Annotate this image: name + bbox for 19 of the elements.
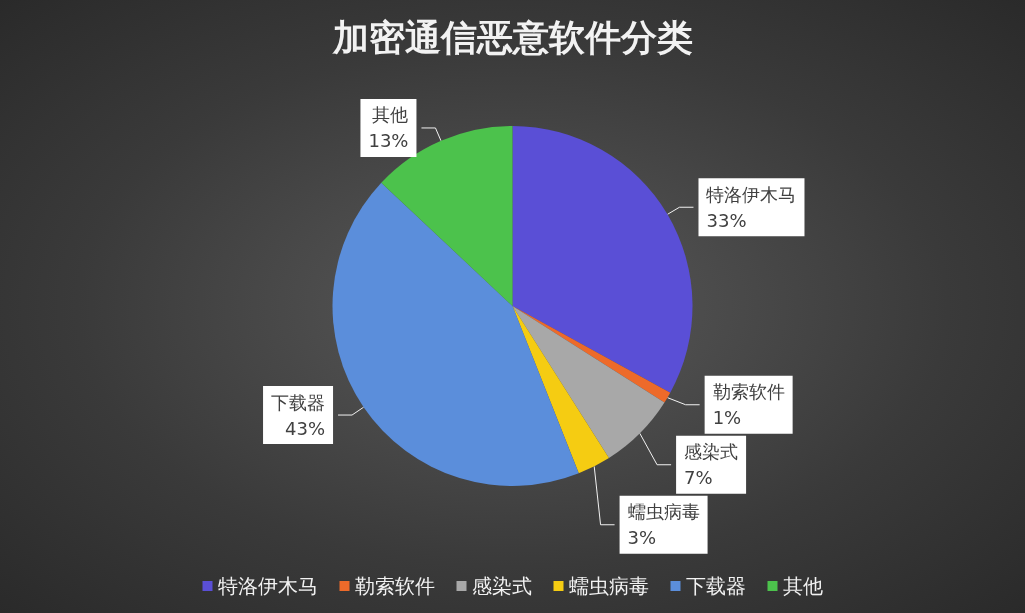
legend-label: 感染式	[471, 574, 532, 598]
slice-label: 蠕虫病毒	[627, 501, 700, 523]
slice-label: 感染式	[684, 441, 739, 463]
data-label: 43%	[285, 417, 326, 439]
legend-label: 特洛伊木马	[217, 574, 318, 598]
legend-label: 其他	[782, 574, 823, 598]
data-label: 3%	[627, 527, 657, 549]
slice-label: 特洛伊木马	[706, 183, 797, 205]
data-label: 33%	[706, 209, 747, 231]
legend-label: 勒索软件	[354, 574, 435, 598]
slice-label: 其他	[372, 104, 409, 126]
slice-label: 勒索软件	[712, 381, 785, 403]
slice-label: 下载器	[271, 391, 326, 413]
data-label: 7%	[684, 467, 713, 489]
data-label: 1%	[712, 407, 742, 429]
data-label: 13%	[368, 130, 409, 152]
chart-title: 加密通信恶意软件分类	[331, 16, 693, 58]
legend-label: 蠕虫病毒	[568, 574, 649, 598]
legend-label: 下载器	[685, 574, 746, 598]
